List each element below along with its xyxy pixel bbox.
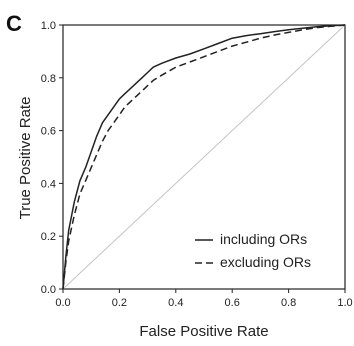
series-line-diagonal-reference [62,24,346,290]
y-tick-label: 1.0 [41,20,56,32]
x-tick-label: 0.2 [112,297,127,309]
y-axis-label: True Positive Rate [17,97,34,220]
y-tick-label: 0.0 [41,284,56,296]
y-tick-label: 0.2 [41,231,56,243]
x-tick-label: 0.0 [55,297,70,309]
series-line-excluding-ors [62,24,346,290]
plot-area [62,24,346,290]
y-axis-ticks: 0.0 0.2 0.4 0.6 0.8 1.0 [41,20,63,296]
legend-label-excluding-ors: excluding ORs [220,254,311,270]
x-axis-label: False Positive Rate [139,323,268,340]
y-tick-label: 0.8 [41,73,56,85]
plot-frame [62,24,346,290]
legend: including ORs excluding ORs [195,231,311,270]
panel-letter: C [6,11,22,36]
y-tick-label: 0.4 [41,178,56,190]
series-layer [62,24,346,290]
series-line-including-ors [62,24,346,290]
legend-label-including-ors: including ORs [220,231,307,247]
x-tick-label: 0.6 [225,297,240,309]
x-tick-label: 0.8 [281,297,296,309]
x-tick-label: 0.4 [168,297,183,309]
y-tick-label: 0.6 [41,126,56,138]
x-axis-ticks: 0.0 0.2 0.4 0.6 0.8 1.0 [55,289,353,309]
x-tick-label: 1.0 [337,297,352,309]
